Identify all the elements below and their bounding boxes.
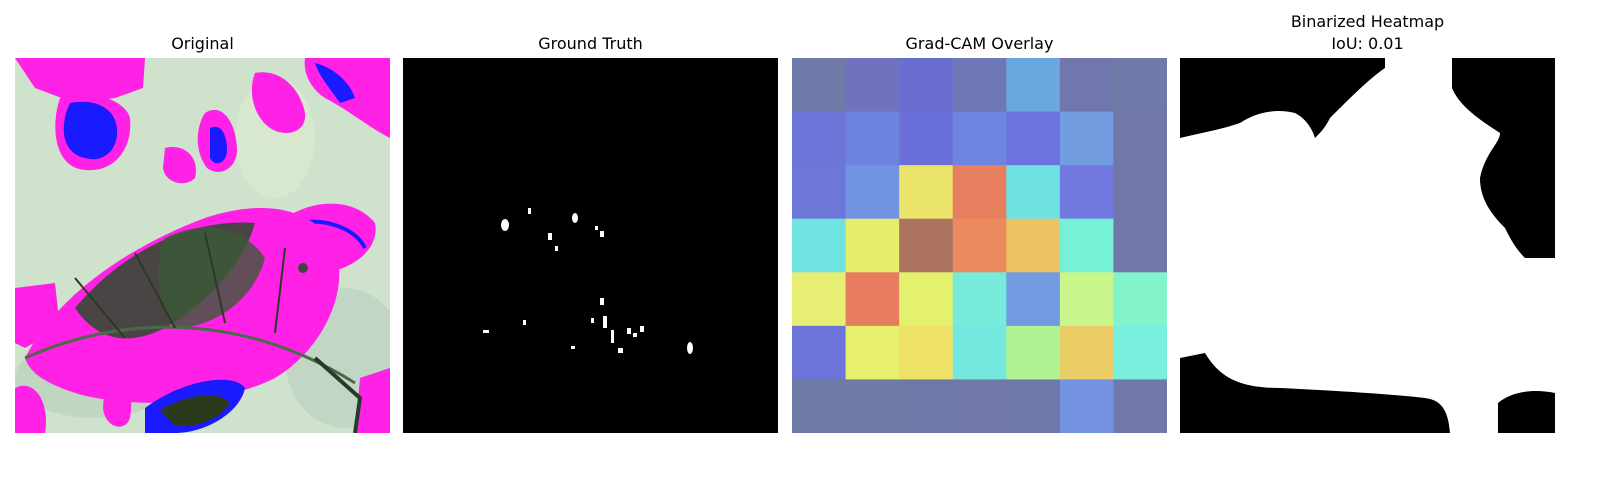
gradcam-cell <box>1006 379 1061 433</box>
gradcam-cell <box>792 58 847 113</box>
gradcam-cell <box>952 379 1007 433</box>
gradcam-cell <box>1113 58 1167 113</box>
gradcam-cell <box>845 218 900 273</box>
gradcam-cell <box>1059 111 1114 166</box>
gradcam-cell <box>1006 111 1061 166</box>
gradcam-cell <box>1059 218 1114 273</box>
gradcam-cell <box>1059 272 1114 327</box>
panel-original: Original <box>15 34 390 434</box>
gradcam-cell <box>899 58 954 113</box>
gradcam-cell <box>1006 58 1061 113</box>
gradcam-cell <box>792 379 847 433</box>
panel-title-original: Original <box>171 34 234 53</box>
panel-gradcam-overlay: Grad-CAM Overlay <box>792 34 1167 434</box>
gradcam-cell <box>952 58 1007 113</box>
gradcam-cell <box>845 379 900 433</box>
gradcam-cell <box>952 272 1007 327</box>
gradcam-cell <box>952 165 1007 220</box>
gradcam-cell <box>792 111 847 166</box>
gradcam-cell <box>845 111 900 166</box>
gradcam-cell <box>1059 58 1114 113</box>
gradcam-cell <box>952 218 1007 273</box>
gradcam-cell <box>1006 218 1061 273</box>
gradcam-cell <box>952 325 1007 380</box>
panel-subtitle-iou: IoU: 0.01 <box>1331 34 1404 53</box>
binarized-mask <box>1180 58 1555 433</box>
gradcam-cell <box>792 165 847 220</box>
gradcam-cell <box>1006 165 1061 220</box>
gradcam-cell <box>1113 379 1167 433</box>
gradcam-cell <box>1113 325 1167 380</box>
gradcam-cell <box>899 379 954 433</box>
gradcam-cell <box>845 165 900 220</box>
gradcam-cell <box>1059 379 1114 433</box>
gradcam-cell <box>899 111 954 166</box>
gradcam-cell <box>845 325 900 380</box>
panel-title-binarized: Binarized Heatmap <box>1290 12 1445 31</box>
gradcam-cell <box>1113 218 1167 273</box>
gradcam-cell <box>1059 325 1114 380</box>
gradcam-cell <box>952 111 1007 166</box>
panel-title-ground-truth: Ground Truth <box>538 34 643 53</box>
gradcam-cell <box>1113 272 1167 327</box>
gradcam-cell <box>899 325 954 380</box>
gradcam-cell <box>792 218 847 273</box>
gradcam-cell <box>845 58 900 113</box>
gradcam-cell <box>792 272 847 327</box>
gradcam-cell <box>845 272 900 327</box>
gradcam-cell <box>1059 165 1114 220</box>
gradcam-cell <box>1006 272 1061 327</box>
gradcam-cell <box>899 272 954 327</box>
gradcam-cell <box>1113 111 1167 166</box>
gradcam-cell <box>792 325 847 380</box>
gradcam-cell <box>1113 165 1167 220</box>
ground-truth-mask <box>403 58 778 433</box>
panel-binarized-heatmap: Binarized Heatmap IoU: 0.01 <box>1180 12 1555 434</box>
panel-title-gradcam: Grad-CAM Overlay <box>905 34 1054 53</box>
gradcam-cell <box>899 165 954 220</box>
original-image <box>15 58 390 433</box>
gradcam-cell <box>899 218 954 273</box>
panel-ground-truth: Ground Truth <box>403 34 778 434</box>
gradcam-heatmap <box>792 58 1167 433</box>
gradcam-cell <box>1006 325 1061 380</box>
